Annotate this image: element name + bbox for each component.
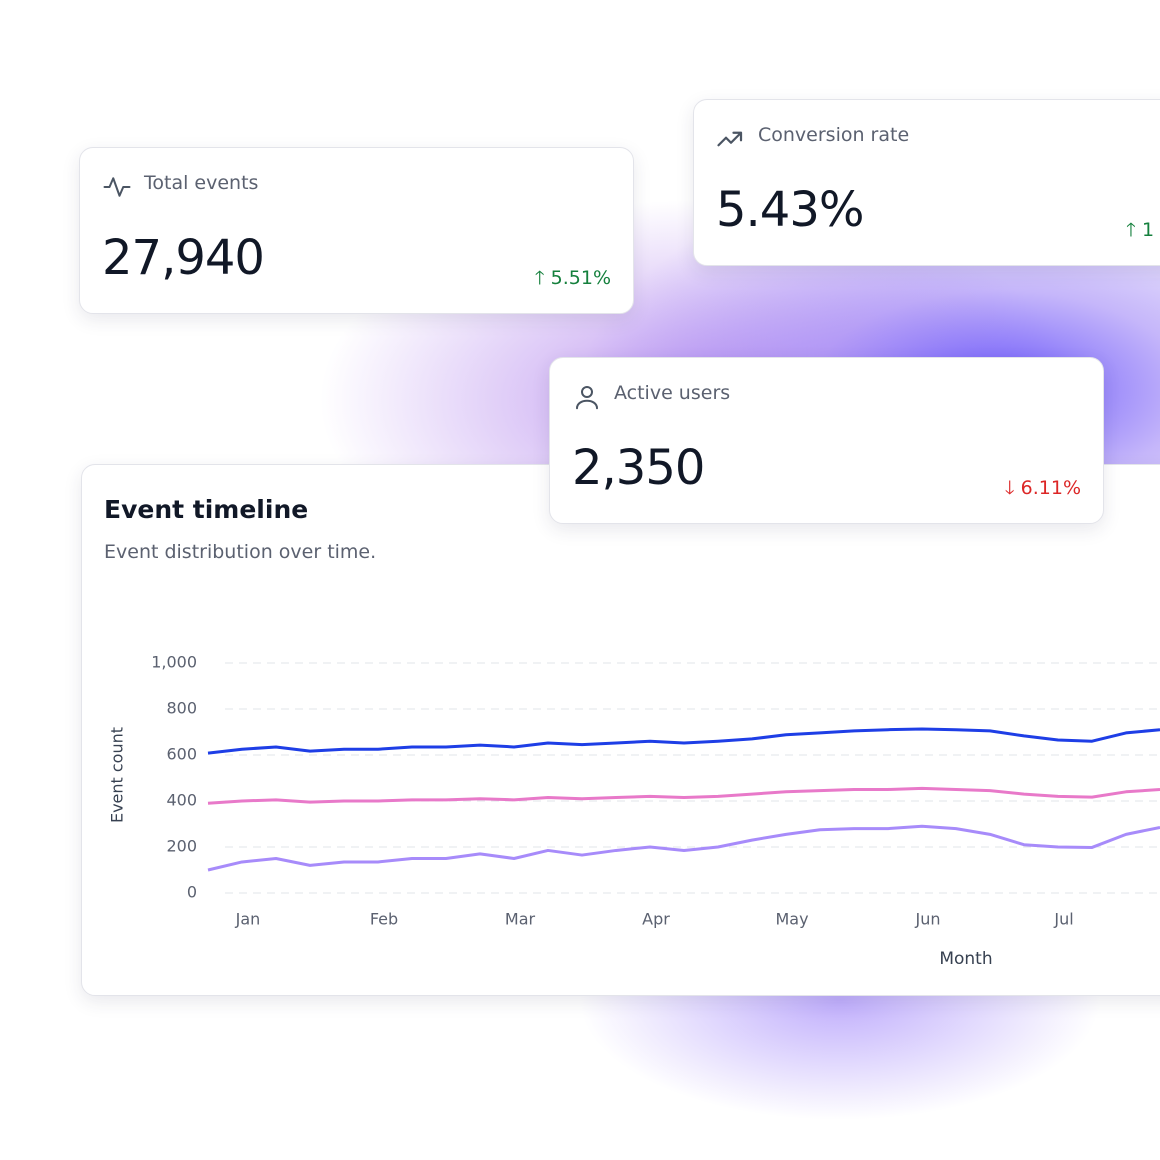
chart-title: Event timeline bbox=[104, 495, 309, 524]
kpi-change: 🡑 1 bbox=[1126, 216, 1154, 248]
line-series bbox=[207, 727, 1160, 755]
x-tick-label: Apr bbox=[642, 910, 670, 929]
kpi-title: Total events bbox=[144, 172, 259, 194]
y-tick-label: 600 bbox=[166, 745, 197, 764]
y-tick-label: 0 bbox=[187, 883, 197, 902]
kpi-card: Conversion rate 5.43% 🡑 1 bbox=[693, 99, 1160, 266]
kpi-change-value: 1 bbox=[1141, 219, 1155, 241]
line-series bbox=[207, 824, 1160, 872]
x-tick-label: Feb bbox=[370, 910, 398, 929]
arrow-up: 🡑 bbox=[534, 267, 545, 289]
x-tick-label: May bbox=[775, 910, 808, 929]
kpi-value: 27,940 bbox=[102, 230, 265, 286]
x-tick-label: Jun bbox=[915, 910, 941, 929]
kpi-title: Conversion rate bbox=[758, 124, 910, 146]
x-axis-label: Month bbox=[939, 949, 992, 969]
kpi-change: 🡑 5.51% bbox=[535, 264, 611, 296]
kpi-value: 5.43% bbox=[716, 182, 864, 238]
kpi-card: Active users 2,350 🡓 6.11% bbox=[549, 357, 1104, 524]
trend-icon bbox=[717, 131, 743, 147]
kpi-change: 🡓 6.11% bbox=[1005, 474, 1081, 506]
kpi-change-value: 5.51% bbox=[550, 267, 611, 289]
x-tick-label: Jan bbox=[235, 910, 261, 929]
kpi-card: Total events 27,940 🡑 5.51% bbox=[79, 147, 634, 314]
y-tick-label: 400 bbox=[166, 791, 197, 810]
x-tick-label: Mar bbox=[505, 910, 536, 929]
y-tick-label: 200 bbox=[166, 837, 197, 856]
y-tick-label: 800 bbox=[166, 699, 197, 718]
line-series bbox=[207, 786, 1160, 805]
activity-icon bbox=[103, 177, 131, 197]
arrow-up: 🡑 bbox=[1126, 219, 1136, 241]
chart-subtitle: Event distribution over time. bbox=[104, 541, 377, 563]
y-axis-label: Event count bbox=[108, 727, 127, 823]
user-icon bbox=[576, 386, 598, 410]
kpi-change-value: 6.11% bbox=[1020, 477, 1081, 499]
kpi-title: Active users bbox=[614, 382, 731, 404]
y-tick-label: 1,000 bbox=[151, 653, 197, 672]
arrow-down: 🡓 bbox=[1004, 477, 1015, 499]
kpi-value: 2,350 bbox=[572, 440, 705, 496]
x-tick-label: Jul bbox=[1053, 910, 1073, 929]
